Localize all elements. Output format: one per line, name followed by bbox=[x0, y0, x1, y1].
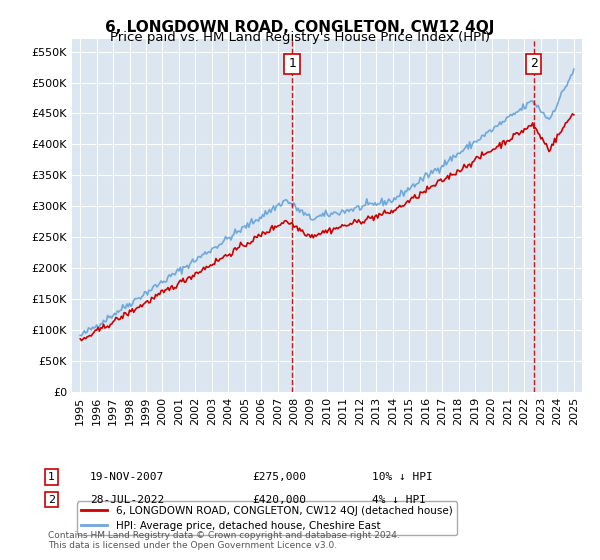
Legend: 6, LONGDOWN ROAD, CONGLETON, CW12 4QJ (detached house), HPI: Average price, deta: 6, LONGDOWN ROAD, CONGLETON, CW12 4QJ (d… bbox=[77, 501, 457, 535]
Text: Contains HM Land Registry data © Crown copyright and database right 2024.
This d: Contains HM Land Registry data © Crown c… bbox=[48, 531, 400, 550]
Text: £275,000: £275,000 bbox=[252, 472, 306, 482]
Text: 2: 2 bbox=[530, 57, 538, 71]
Text: Price paid vs. HM Land Registry's House Price Index (HPI): Price paid vs. HM Land Registry's House … bbox=[110, 31, 490, 44]
Text: £420,000: £420,000 bbox=[252, 494, 306, 505]
Text: 1: 1 bbox=[288, 57, 296, 71]
Text: 19-NOV-2007: 19-NOV-2007 bbox=[90, 472, 164, 482]
Text: 2: 2 bbox=[48, 494, 55, 505]
Text: 6, LONGDOWN ROAD, CONGLETON, CW12 4QJ: 6, LONGDOWN ROAD, CONGLETON, CW12 4QJ bbox=[106, 20, 494, 35]
Text: 1: 1 bbox=[48, 472, 55, 482]
Text: 10% ↓ HPI: 10% ↓ HPI bbox=[372, 472, 433, 482]
Text: 28-JUL-2022: 28-JUL-2022 bbox=[90, 494, 164, 505]
Text: 4% ↓ HPI: 4% ↓ HPI bbox=[372, 494, 426, 505]
